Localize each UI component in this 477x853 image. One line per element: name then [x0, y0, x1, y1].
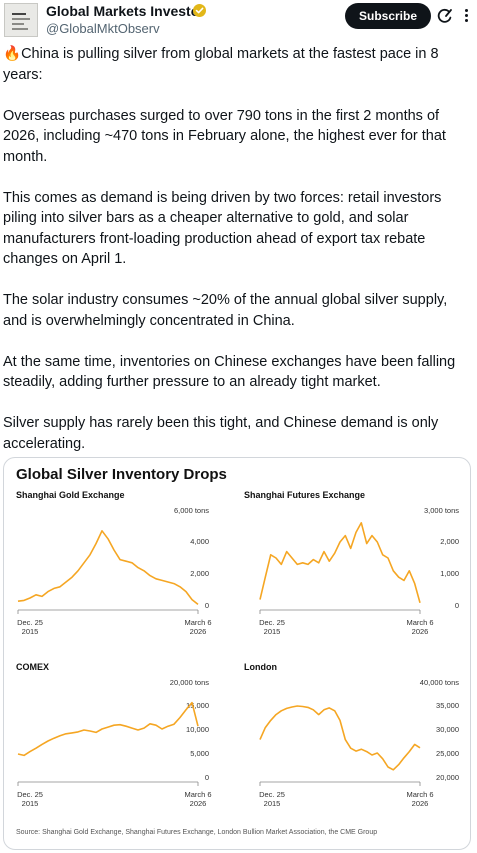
y-tick-label: 10,000	[186, 725, 209, 734]
x-tick-label: March 6 2026	[184, 790, 212, 808]
unit-label: 6,000 tons	[173, 506, 209, 515]
line-chart	[17, 530, 199, 614]
author-name[interactable]: Global Markets Investor	[46, 3, 205, 19]
y-tick-label: 1,000	[440, 569, 459, 578]
panel-title: Shanghai Gold Exchange	[16, 490, 125, 500]
x-tick-label: March 6 2026	[406, 790, 434, 808]
post-paragraph: Overseas purchases surged to over 790 to…	[3, 107, 446, 165]
post-text: 🔥China is pulling silver from global mar…	[3, 44, 473, 475]
series-line	[259, 522, 421, 604]
fire-emoji: 🔥	[3, 46, 22, 62]
x-tick-label: March 6 2026	[406, 618, 434, 636]
post-paragraph: The solar industry consumes ~20% of the …	[3, 292, 448, 329]
x-tick-label: Dec. 25 2015	[17, 790, 43, 808]
grok-icon[interactable]	[437, 8, 453, 24]
unit-label: 20,000 tons	[169, 678, 209, 687]
post-paragraph: 🔥China is pulling silver from global mar…	[3, 46, 439, 83]
series-line	[17, 530, 199, 606]
series-line	[17, 701, 199, 757]
more-icon[interactable]	[458, 7, 474, 25]
x-tick-label: Dec. 25 2015	[259, 790, 285, 808]
y-tick-label: 0	[204, 773, 209, 782]
y-tick-label: 30,000	[436, 725, 459, 734]
x-tick-label: Dec. 25 2015	[259, 618, 285, 636]
panel-title: Shanghai Futures Exchange	[244, 490, 366, 500]
line-chart	[259, 705, 421, 786]
figure-title: Global Silver Inventory Drops	[16, 466, 227, 483]
chart-image[interactable]: Global Silver Inventory Drops Source: Sh…	[3, 457, 471, 850]
panel-title: COMEX	[16, 662, 50, 672]
x-tick-label: March 6 2026	[184, 618, 212, 636]
figure-source: Source: Shanghai Gold Exchange, Shanghai…	[16, 829, 378, 836]
post-paragraph: This comes as demand is being driven by …	[3, 189, 442, 268]
y-tick-label: 2,000	[190, 569, 209, 578]
y-tick-label: 5,000	[190, 749, 209, 758]
y-tick-label: 4,000	[190, 537, 209, 546]
y-tick-label: 25,000	[436, 749, 459, 758]
post-paragraph: At the same time, inventories on Chinese…	[3, 353, 456, 391]
line-chart	[259, 522, 421, 614]
line-chart	[17, 701, 199, 786]
y-tick-label: 0	[454, 601, 459, 610]
post-header: Global Markets Investor @GlobalMktObserv…	[0, 0, 477, 40]
verified-badge-icon	[193, 4, 206, 17]
series-line	[259, 705, 421, 771]
y-tick-label: 2,000	[440, 537, 459, 546]
panel-title: London	[244, 662, 277, 672]
y-tick-label: 0	[204, 601, 209, 610]
unit-label: 3,000 tons	[423, 506, 459, 515]
author-handle[interactable]: @GlobalMktObserv	[46, 21, 160, 36]
y-tick-label: 35,000	[436, 701, 459, 710]
x-tick-label: Dec. 25 2015	[17, 618, 43, 636]
y-tick-label: 20,000	[436, 773, 459, 782]
unit-label: 40,000 tons	[419, 678, 459, 687]
y-tick-label: 15,000	[186, 701, 209, 710]
post-paragraph: Silver supply has rarely been this tight…	[3, 415, 439, 452]
author-avatar[interactable]	[4, 3, 38, 37]
subscribe-button[interactable]: Subscribe	[345, 3, 431, 29]
